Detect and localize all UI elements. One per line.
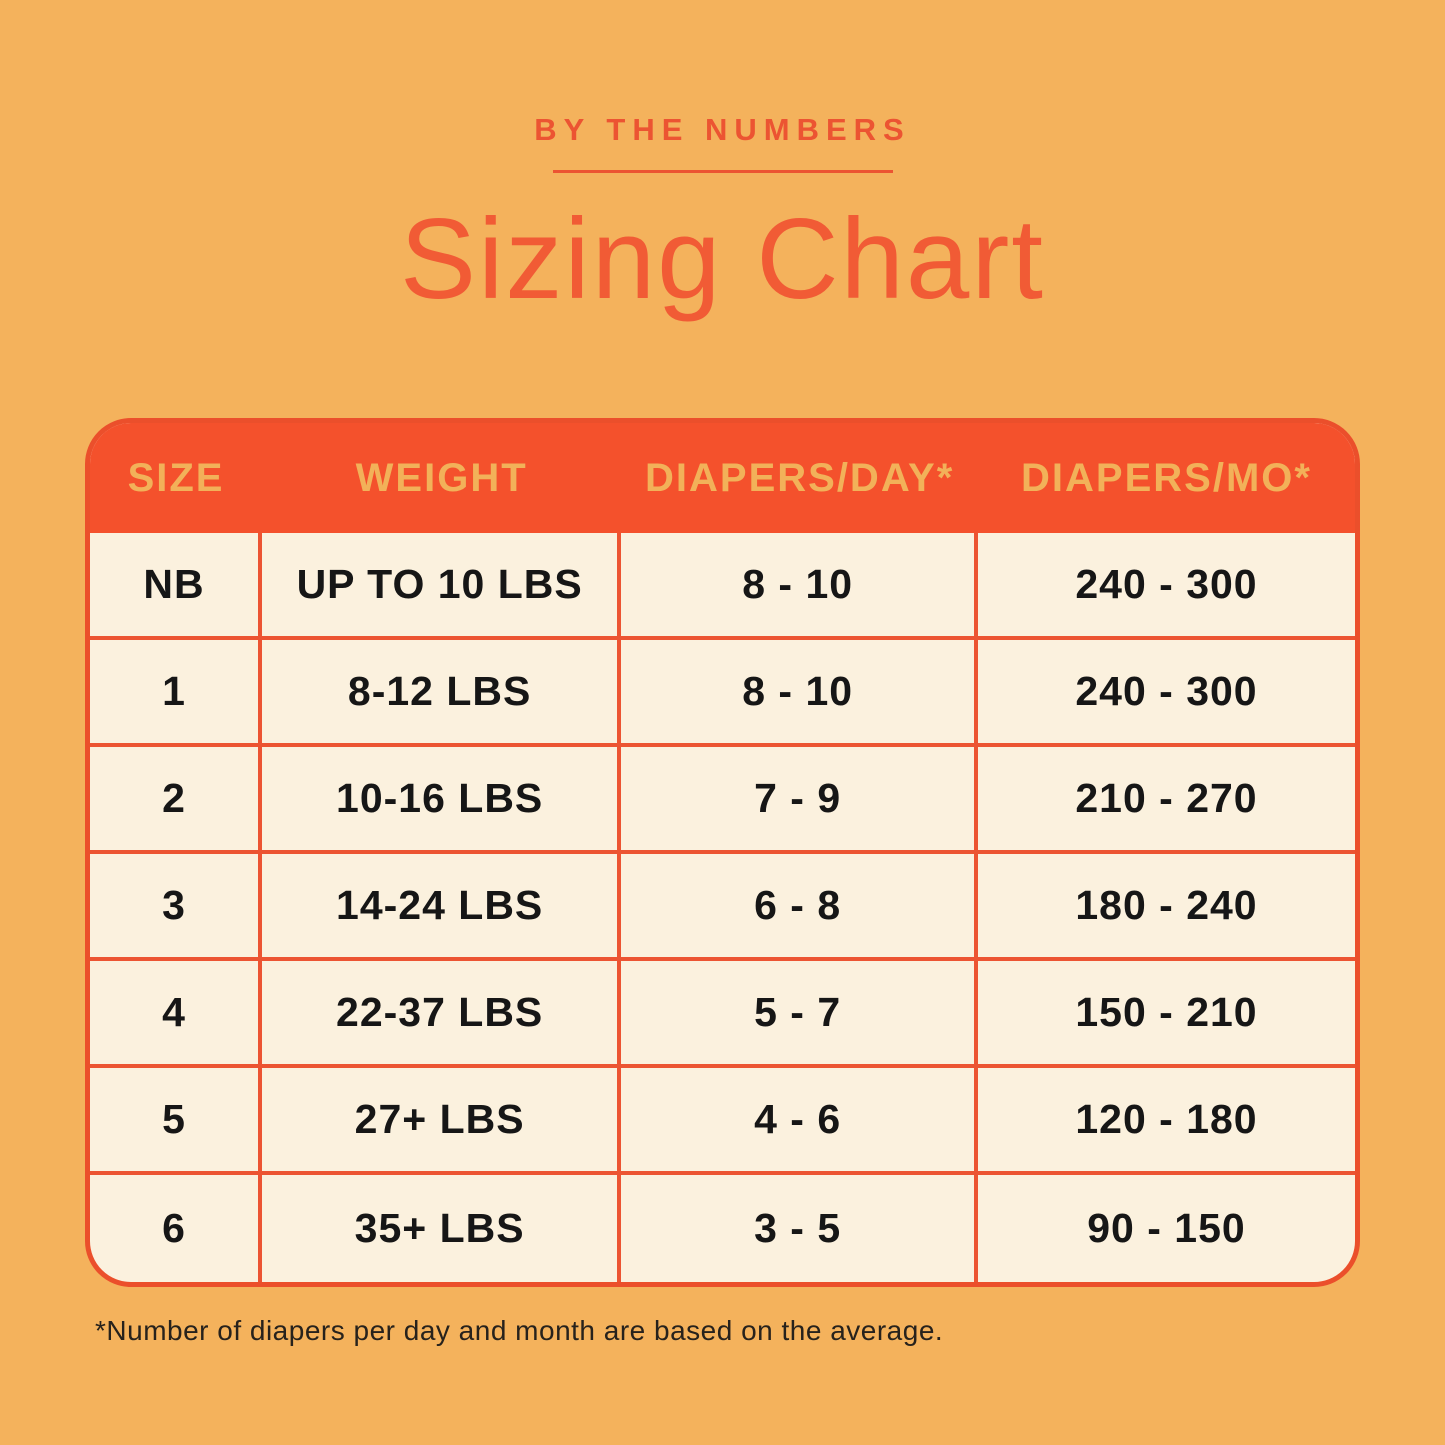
- cell-diapers-mo: 240 - 300: [1075, 668, 1258, 715]
- cell-diapers-day: 6 - 8: [621, 854, 978, 958]
- cell-diapers-mo: 240 - 300: [1075, 561, 1258, 608]
- sizing-table: SIZE WEIGHT DIAPERS/DAY* DIAPERS/MO* NB …: [85, 418, 1360, 1288]
- cell-diapers-day: 7 - 9: [621, 747, 978, 851]
- table-header-row: SIZE WEIGHT DIAPERS/DAY* DIAPERS/MO*: [90, 423, 1355, 534]
- cell-size: 6: [90, 1175, 263, 1283]
- cell-weight: 8-12 LBS: [262, 640, 622, 744]
- table-row: 2 10-16 LBS 7 - 9 210 - 270: [90, 747, 1355, 855]
- cell-weight: 35+ LBS: [262, 1175, 622, 1283]
- cell-diapers-day: 8 - 10: [621, 533, 978, 637]
- table-row: 5 27+ LBS 4 - 6 120 - 180: [90, 1068, 1355, 1176]
- cell-diapers-mo: 210 - 270: [1075, 775, 1258, 822]
- cell-diapers-day: 5 - 7: [621, 961, 978, 1065]
- eyebrow-underline: [552, 170, 893, 173]
- table-row: 1 8-12 LBS 8 - 10 240 - 300: [90, 640, 1355, 748]
- cell-weight: 10-16 LBS: [262, 747, 622, 851]
- cell-weight: 27+ LBS: [262, 1068, 622, 1172]
- cell-size: 5: [90, 1068, 263, 1172]
- cell-diapers-day: 4 - 6: [621, 1068, 978, 1172]
- cell-diapers-day: 3 - 5: [621, 1175, 978, 1283]
- cell-weight: 14-24 LBS: [262, 854, 622, 958]
- cell-diapers-day: 8 - 10: [621, 640, 978, 744]
- table-row: 3 14-24 LBS 6 - 8 180 - 240: [90, 854, 1355, 962]
- page-title: Sizing Chart: [400, 196, 1045, 323]
- column-header-size: SIZE: [127, 455, 225, 500]
- table-row: 4 22-37 LBS 5 - 7 150 - 210: [90, 961, 1355, 1069]
- cell-size: 3: [90, 854, 263, 958]
- column-header-diapers-day: DIAPERS/DAY*: [645, 455, 955, 500]
- cell-size: NB: [90, 533, 263, 637]
- table-row: NB UP TO 10 LBS 8 - 10 240 - 300: [90, 533, 1355, 641]
- cell-diapers-mo: 150 - 210: [1075, 989, 1258, 1036]
- eyebrow-label: BY THE NUMBERS: [534, 112, 911, 147]
- footnote: *Number of diapers per day and month are…: [95, 1315, 944, 1347]
- column-header-diapers-mo: DIAPERS/MO*: [1021, 455, 1312, 500]
- cell-size: 2: [90, 747, 263, 851]
- table-body: NB UP TO 10 LBS 8 - 10 240 - 300 1 8-12 …: [90, 533, 1355, 1283]
- cell-diapers-mo: 90 - 150: [1087, 1205, 1246, 1252]
- cell-diapers-mo: 180 - 240: [1075, 882, 1258, 929]
- cell-weight: UP TO 10 LBS: [262, 533, 622, 637]
- cell-diapers-mo: 120 - 180: [1075, 1096, 1258, 1143]
- column-header-weight: WEIGHT: [355, 455, 528, 500]
- cell-weight: 22-37 LBS: [262, 961, 622, 1065]
- table-row: 6 35+ LBS 3 - 5 90 - 150: [90, 1175, 1355, 1283]
- cell-size: 1: [90, 640, 263, 744]
- cell-size: 4: [90, 961, 263, 1065]
